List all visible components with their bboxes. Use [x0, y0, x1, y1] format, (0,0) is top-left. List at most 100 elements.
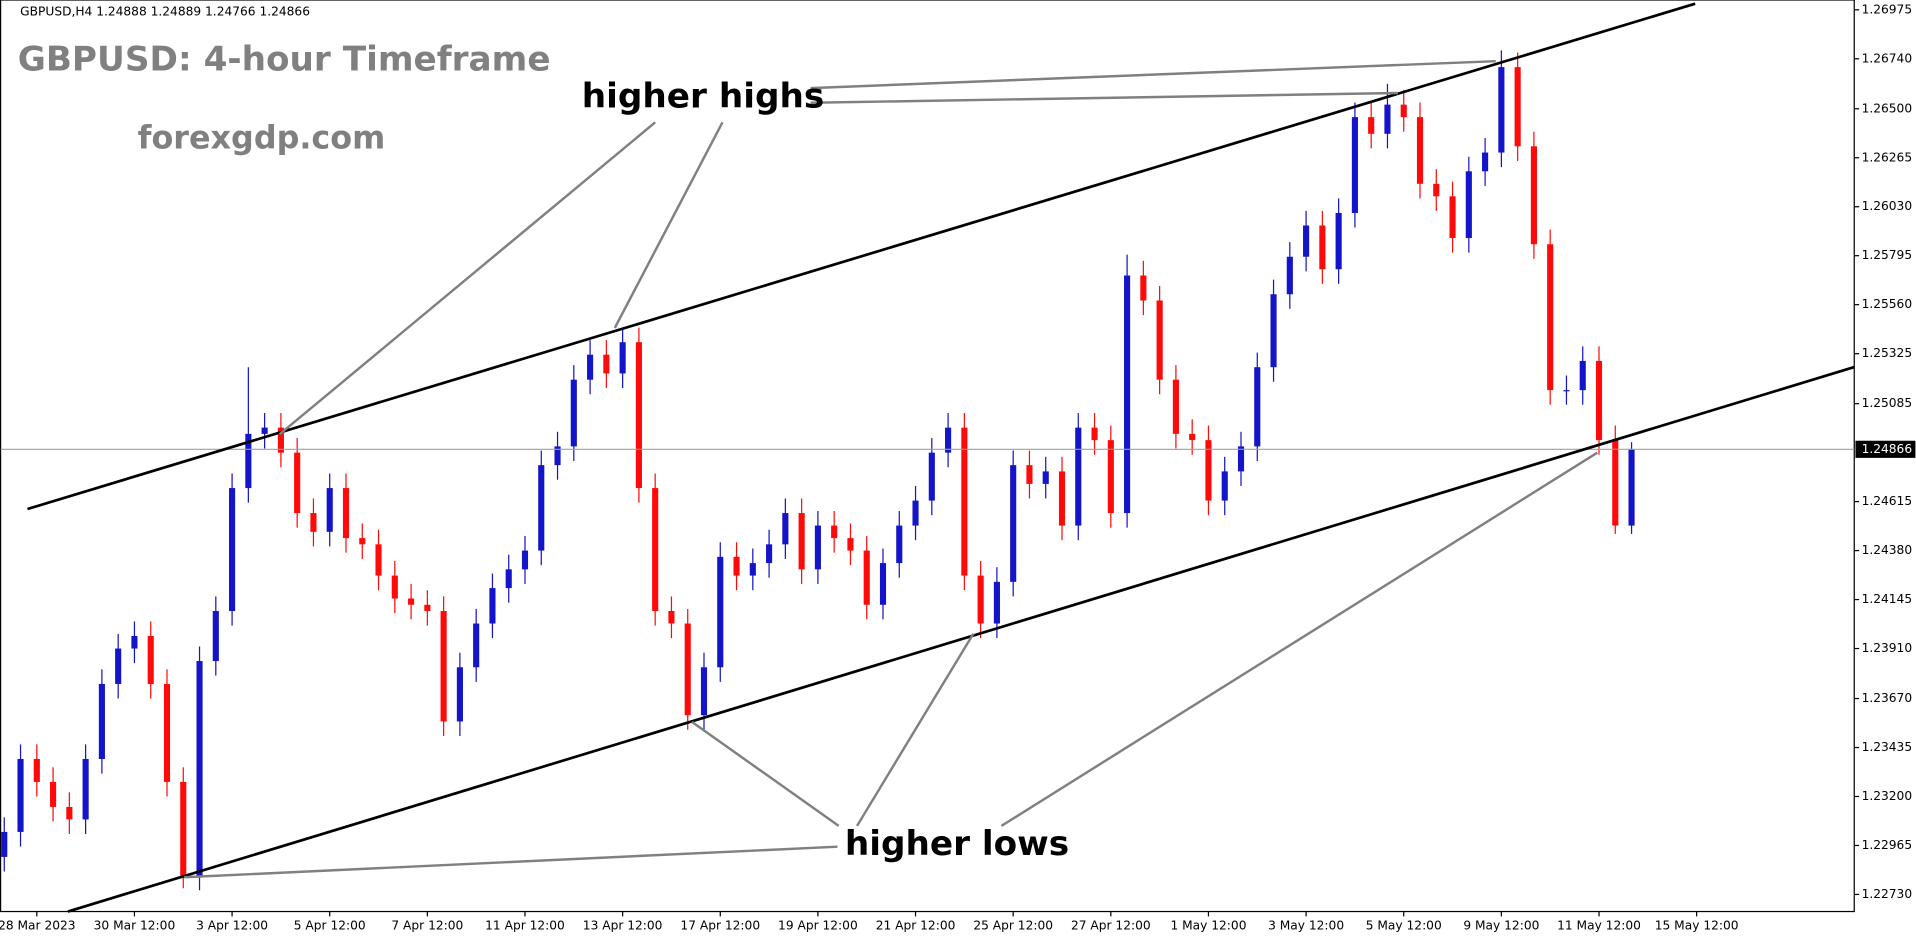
chart-subtitle: forexgdp.com: [138, 118, 386, 156]
candle-body: [896, 525, 903, 564]
candle-body: [147, 636, 154, 684]
candle-body: [440, 611, 447, 722]
candle-body: [310, 513, 317, 532]
candle-body: [456, 667, 463, 722]
candle-body: [1595, 360, 1603, 441]
candle-body: [1042, 471, 1049, 484]
marks-layer: [0, 50, 1855, 891]
candle-body: [115, 648, 122, 684]
candle-body: [766, 544, 773, 564]
candle-body: [652, 488, 659, 612]
candle-body: [912, 500, 919, 526]
candle-body: [163, 683, 171, 782]
candle-body: [1237, 446, 1245, 472]
candle-body: [391, 575, 398, 599]
candle-body: [814, 525, 821, 570]
candle-body: [1384, 104, 1391, 134]
pointer: [1000, 451, 1598, 827]
candle-body: [1498, 67, 1505, 153]
x-tick-label: 21 Apr 12:00: [876, 919, 956, 933]
y-tick-label: 1.24145: [1862, 592, 1913, 606]
candle-body: [570, 379, 577, 447]
candle-body: [961, 427, 968, 576]
y-tick-label: 1.26030: [1862, 199, 1913, 213]
candle-body: [261, 427, 268, 434]
y-tick-label: 1.25795: [1862, 248, 1913, 262]
candle-body: [554, 446, 561, 466]
x-tick-label: 3 Apr 12:00: [196, 919, 268, 933]
candle-body: [245, 433, 252, 489]
y-tick-label: 1.23910: [1862, 641, 1913, 655]
candle-body: [1107, 440, 1114, 514]
upper-trend-line: [27, 2, 1696, 511]
candle-body: [1514, 67, 1521, 147]
y-tick-label: 1.22965: [1862, 838, 1913, 852]
candle-body: [538, 465, 545, 551]
y-tick-label: 1.24380: [1862, 543, 1913, 557]
x-tick-label: 5 May 12:00: [1366, 919, 1442, 933]
candle-body: [277, 427, 284, 453]
candle-body: [1221, 471, 1228, 501]
candle-body: [1612, 440, 1619, 526]
candle-body: [1026, 465, 1033, 484]
candle-body: [473, 623, 480, 668]
candle-body: [50, 781, 57, 807]
y-tick-label: 1.25085: [1862, 396, 1913, 410]
candle-body: [1530, 146, 1537, 245]
candle-body: [66, 806, 73, 820]
candle-body: [1205, 440, 1212, 501]
candle-body: [489, 588, 496, 624]
candle-body: [1124, 275, 1131, 514]
candle-body: [798, 513, 805, 570]
candle-body: [98, 683, 105, 759]
x-tick-label: 30 Mar 12:00: [94, 919, 176, 933]
candle-body: [928, 452, 935, 501]
candle-body: [1140, 275, 1147, 301]
pointer: [613, 121, 724, 329]
annotation: higher lows: [845, 824, 1069, 864]
y-tick-label: 1.22730: [1862, 887, 1913, 901]
pointer: [278, 121, 656, 436]
candle-body: [342, 488, 350, 539]
y-tick-label: 1.26740: [1862, 51, 1913, 65]
candle-body: [1091, 427, 1098, 441]
candle-body: [1189, 433, 1196, 441]
candle-body: [1433, 183, 1440, 197]
x-tick-label: 5 Apr 12:00: [294, 919, 366, 933]
candle-body: [359, 538, 366, 545]
pointer: [810, 59, 1496, 90]
chart-header: GBPUSD,H4 1.24888 1.24889 1.24766 1.2486…: [20, 5, 310, 19]
candle-body: [408, 598, 415, 605]
current-price-label: 1.24866: [1862, 442, 1913, 456]
pointer: [691, 720, 840, 827]
candle-body: [587, 354, 594, 380]
candle-body: [717, 556, 724, 668]
annotation-pointers: [184, 59, 1598, 879]
candle-body: [1368, 117, 1375, 134]
candle-body: [212, 611, 219, 662]
candle-body: [424, 604, 431, 612]
candle-body: [196, 661, 203, 876]
lower-trend-line: [67, 365, 1855, 913]
candle-body: [294, 452, 301, 514]
candle-body: [1416, 117, 1424, 184]
candle-body: [1010, 465, 1017, 582]
candle-body: [1172, 379, 1179, 434]
candle-body: [1547, 244, 1554, 391]
candle-body: [1254, 367, 1261, 447]
x-tick-label: 11 May 12:00: [1557, 919, 1641, 933]
candle-body: [831, 525, 838, 539]
candle-body: [1563, 390, 1570, 392]
candle-body: [945, 427, 952, 453]
candle-body: [619, 342, 626, 374]
candle-body: [1628, 449, 1635, 526]
candle-body: [847, 538, 854, 551]
candle-body: [879, 563, 887, 605]
candle-body: [635, 342, 642, 489]
annotation: higher highs: [582, 76, 824, 116]
candle-body: [1465, 171, 1472, 238]
plot-frame: [0, 0, 1855, 913]
candle-body: [749, 563, 756, 576]
candle-body: [1075, 427, 1082, 526]
x-tick-label: 11 Apr 12:00: [485, 919, 565, 933]
